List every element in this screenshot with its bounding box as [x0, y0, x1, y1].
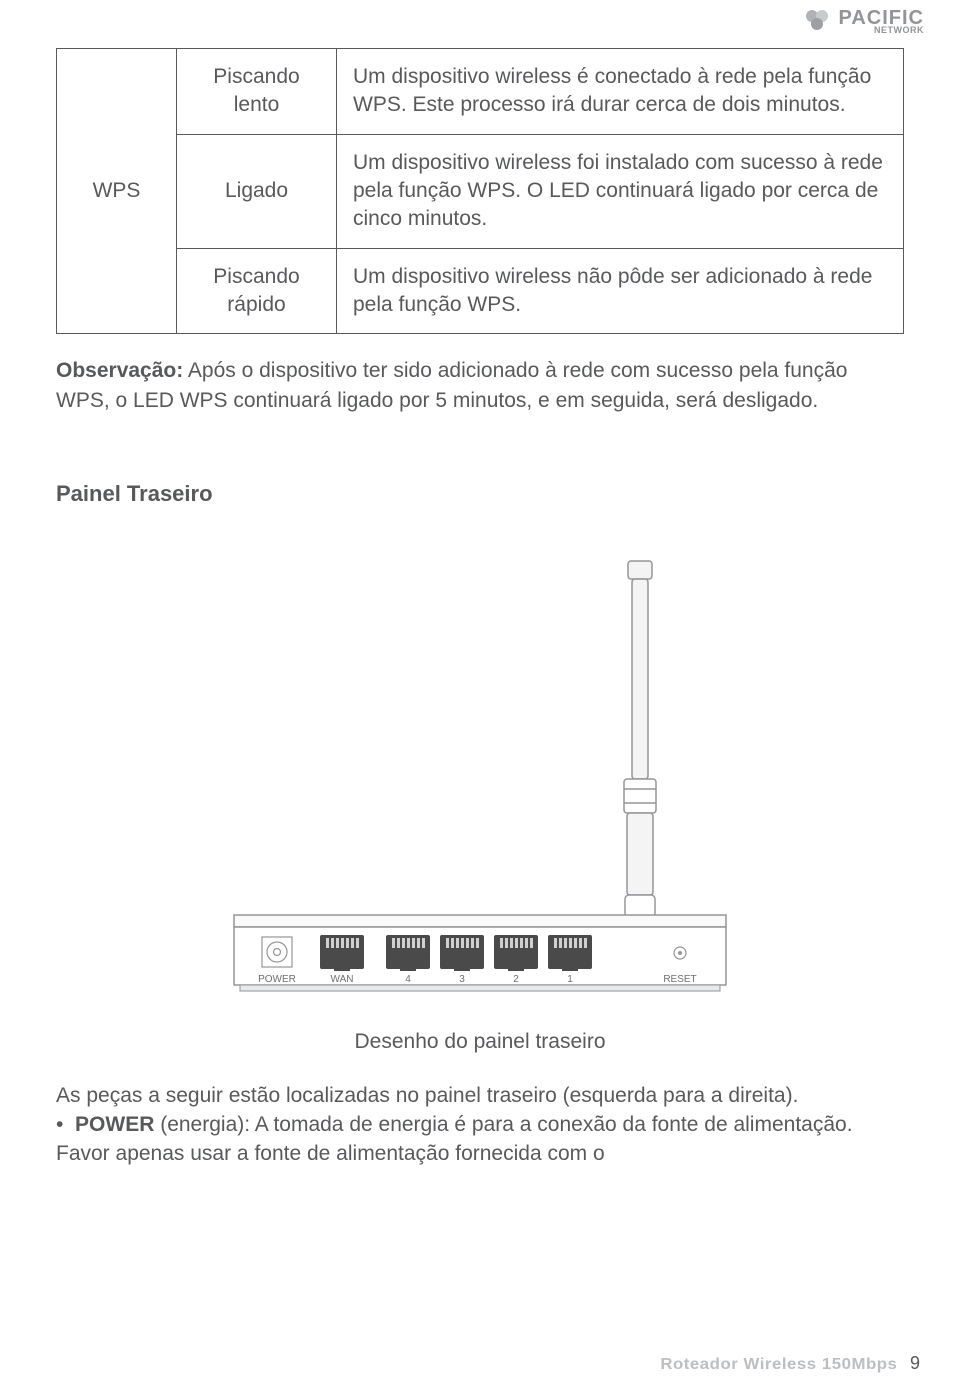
bullet-dot: •: [56, 1113, 75, 1136]
page-footer: Roteador Wireless 150Mbps 9: [666, 1353, 920, 1374]
table-state-cell: Piscando lento: [177, 49, 337, 135]
router-figure: POWER: [56, 539, 904, 1054]
port-label-reset: RESET: [663, 974, 696, 985]
port-label-wan: WAN: [331, 974, 354, 985]
table-row: Ligado Um dispositivo wireless foi insta…: [57, 134, 904, 248]
table-state-cell: Piscando rápido: [177, 248, 337, 334]
section-title: Painel Traseiro: [56, 481, 904, 507]
table-state-cell: Ligado: [177, 134, 337, 248]
led-status-table: WPS Piscando lento Um dispositivo wirele…: [56, 48, 904, 334]
table-desc-cell: Um dispositivo wireless não pôde ser adi…: [337, 248, 904, 334]
body-text: As peças a seguir estão localizadas no p…: [56, 1082, 904, 1169]
port-label-4: 4: [405, 974, 411, 985]
port-label-power: POWER: [258, 974, 296, 985]
table-group-cell: WPS: [57, 49, 177, 334]
footer-page-number: 9: [910, 1353, 920, 1374]
brand-logo: PACIFIC NETWORK: [802, 8, 924, 37]
bullet-rest: (energia): A tomada de energia é para a …: [56, 1113, 853, 1165]
table-desc-cell: Um dispositivo wireless foi instalado co…: [337, 134, 904, 248]
router-svg: POWER: [170, 539, 790, 1009]
port-label-2: 2: [513, 974, 519, 985]
port-label-1: 1: [567, 974, 573, 985]
table-desc-cell: Um dispositivo wireless é conectado à re…: [337, 49, 904, 135]
note-label: Observação:: [56, 359, 183, 382]
observation-note: Observação: Após o dispositivo ter sido …: [56, 356, 904, 415]
footer-model: Roteador Wireless 150Mbps: [661, 1356, 898, 1374]
bullet-strong: POWER: [75, 1113, 154, 1136]
brand-sub-text: NETWORK: [838, 27, 924, 35]
body-bullet: • POWER (energia): A tomada de energia é…: [56, 1111, 904, 1169]
brand-icon: [802, 8, 832, 37]
port-label-3: 3: [459, 974, 465, 985]
table-row: Piscando rápido Um dispositivo wireless …: [57, 248, 904, 334]
table-row: WPS Piscando lento Um dispositivo wirele…: [57, 49, 904, 135]
figure-caption: Desenho do painel traseiro: [56, 1030, 904, 1054]
body-line-1: As peças a seguir estão localizadas no p…: [56, 1082, 904, 1111]
